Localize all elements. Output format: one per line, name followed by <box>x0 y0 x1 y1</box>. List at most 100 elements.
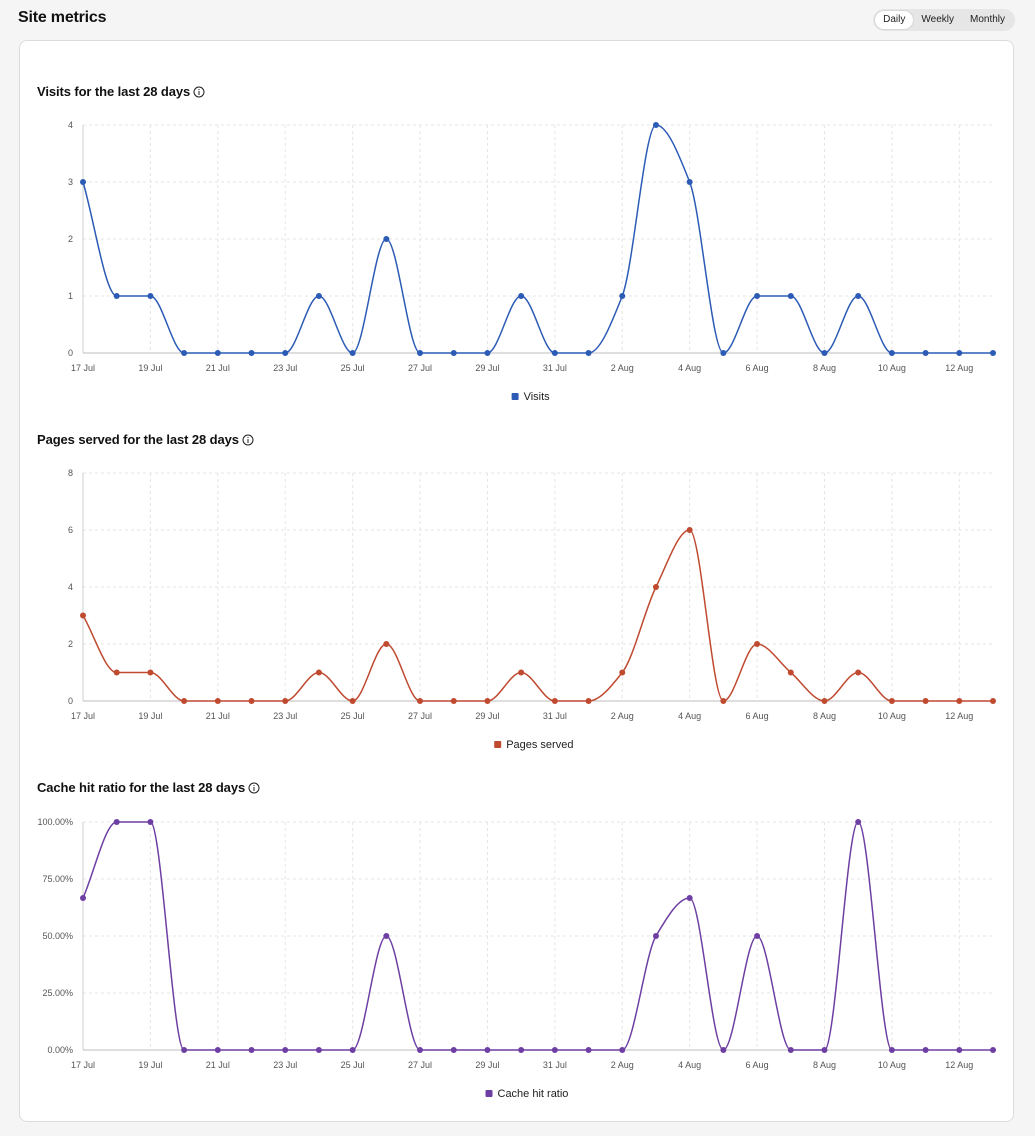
data-point[interactable] <box>855 293 862 299</box>
data-point[interactable] <box>147 669 154 676</box>
data-point[interactable] <box>113 819 120 825</box>
data-point[interactable] <box>383 236 390 242</box>
data-point[interactable] <box>686 527 693 533</box>
data-point[interactable] <box>518 669 525 676</box>
x-tick-label: 19 Jul <box>138 711 162 721</box>
legend-label[interactable]: Visits <box>524 391 551 403</box>
legend-label[interactable]: Pages served <box>506 739 573 751</box>
data-point[interactable] <box>754 641 761 647</box>
data-point[interactable] <box>990 350 996 356</box>
data-point[interactable] <box>787 669 794 676</box>
data-point[interactable] <box>484 350 491 356</box>
data-point[interactable] <box>248 698 255 704</box>
data-point[interactable] <box>518 293 525 299</box>
data-point[interactable] <box>754 293 761 299</box>
data-point[interactable] <box>113 293 120 299</box>
data-point[interactable] <box>551 1047 558 1053</box>
data-point[interactable] <box>551 350 558 356</box>
data-point[interactable] <box>417 698 424 704</box>
data-point[interactable] <box>585 350 592 356</box>
data-point[interactable] <box>585 698 592 704</box>
x-tick-label: 19 Jul <box>138 1060 162 1070</box>
data-point[interactable] <box>282 1047 289 1053</box>
data-point[interactable] <box>619 669 626 676</box>
data-point[interactable] <box>720 1047 727 1053</box>
legend-swatch <box>511 393 519 400</box>
data-point[interactable] <box>450 698 457 704</box>
period-monthly-button[interactable]: Monthly <box>969 14 1005 25</box>
data-point[interactable] <box>282 350 289 356</box>
data-point[interactable] <box>181 698 188 704</box>
data-point[interactable] <box>214 698 221 704</box>
data-point[interactable] <box>417 350 424 356</box>
info-icon[interactable] <box>248 782 260 794</box>
data-point[interactable] <box>450 350 457 356</box>
series-line <box>82 821 993 1051</box>
data-point[interactable] <box>214 350 221 356</box>
data-point[interactable] <box>754 933 761 939</box>
data-point[interactable] <box>113 669 120 676</box>
data-point[interactable] <box>855 819 862 825</box>
data-point[interactable] <box>888 350 895 356</box>
data-point[interactable] <box>248 1047 255 1053</box>
data-point[interactable] <box>855 669 862 676</box>
data-point[interactable] <box>181 350 188 356</box>
data-point[interactable] <box>484 698 491 704</box>
period-daily-button[interactable]: Daily <box>875 11 914 29</box>
data-point[interactable] <box>686 179 693 185</box>
x-tick-label: 21 Jul <box>206 1060 230 1070</box>
data-point[interactable] <box>315 1047 322 1053</box>
data-point[interactable] <box>484 1047 491 1053</box>
data-point[interactable] <box>349 1047 356 1053</box>
data-point[interactable] <box>551 698 558 704</box>
info-icon[interactable] <box>193 86 205 98</box>
data-point[interactable] <box>922 350 929 356</box>
data-point[interactable] <box>720 698 727 704</box>
data-point[interactable] <box>686 894 693 901</box>
data-point[interactable] <box>383 641 390 647</box>
data-point[interactable] <box>821 1047 828 1053</box>
data-point[interactable] <box>181 1047 188 1053</box>
data-point[interactable] <box>248 350 255 356</box>
data-point[interactable] <box>888 1047 895 1053</box>
data-point[interactable] <box>383 933 390 939</box>
x-tick-label: 25 Jul <box>341 711 365 721</box>
data-point[interactable] <box>315 669 322 676</box>
data-point[interactable] <box>787 1047 794 1053</box>
data-point[interactable] <box>821 698 828 704</box>
info-icon[interactable] <box>242 434 254 446</box>
data-point[interactable] <box>80 612 86 619</box>
data-point[interactable] <box>652 584 659 590</box>
data-point[interactable] <box>956 350 963 356</box>
data-point[interactable] <box>652 122 659 128</box>
data-point[interactable] <box>417 1047 424 1053</box>
data-point[interactable] <box>821 350 828 356</box>
data-point[interactable] <box>147 819 154 825</box>
data-point[interactable] <box>956 698 963 704</box>
data-point[interactable] <box>619 293 626 299</box>
data-point[interactable] <box>349 698 356 704</box>
data-point[interactable] <box>282 698 289 704</box>
visits-chart-title: Visits for the last 28 days <box>37 84 205 99</box>
data-point[interactable] <box>80 894 86 901</box>
data-point[interactable] <box>922 698 929 704</box>
data-point[interactable] <box>990 1047 996 1053</box>
data-point[interactable] <box>80 179 86 185</box>
data-point[interactable] <box>990 698 996 704</box>
data-point[interactable] <box>956 1047 963 1053</box>
data-point[interactable] <box>922 1047 929 1053</box>
data-point[interactable] <box>518 1047 525 1053</box>
data-point[interactable] <box>214 1047 221 1053</box>
data-point[interactable] <box>720 350 727 356</box>
data-point[interactable] <box>652 933 659 939</box>
data-point[interactable] <box>147 293 154 299</box>
data-point[interactable] <box>315 293 322 299</box>
data-point[interactable] <box>450 1047 457 1053</box>
legend-label[interactable]: Cache hit ratio <box>498 1088 569 1100</box>
data-point[interactable] <box>585 1047 592 1053</box>
data-point[interactable] <box>619 1047 626 1053</box>
period-weekly-button[interactable]: Weekly <box>921 14 954 25</box>
data-point[interactable] <box>787 293 794 299</box>
data-point[interactable] <box>349 350 356 356</box>
data-point[interactable] <box>888 698 895 704</box>
